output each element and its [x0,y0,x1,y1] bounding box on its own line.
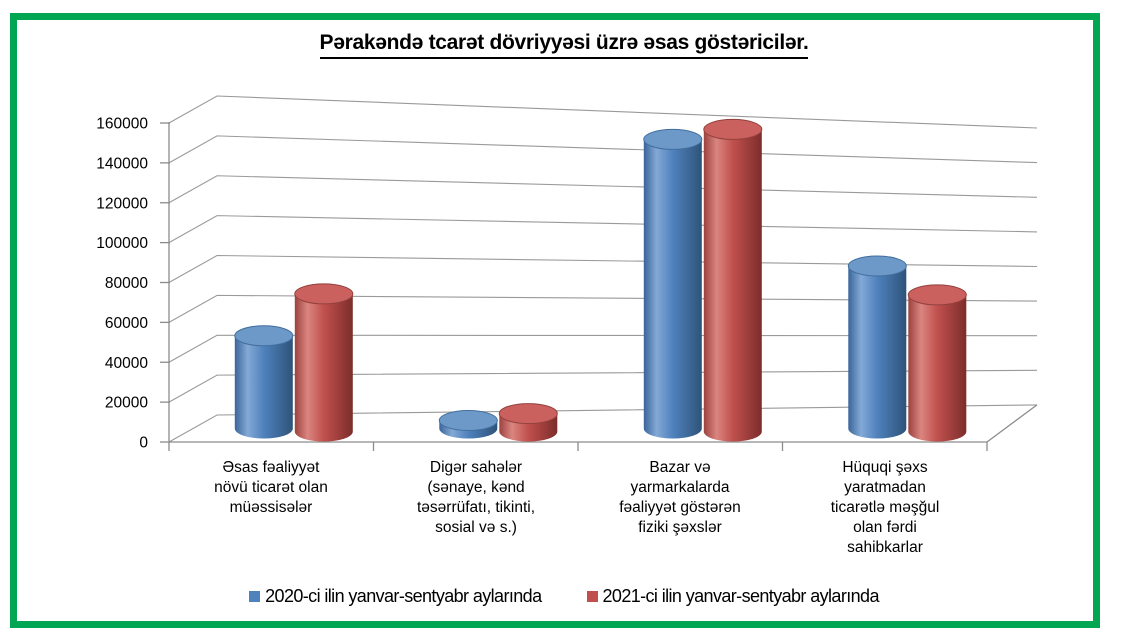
y-axis-label: 140000 [96,155,148,172]
bar-2020-cat1-body [234,335,293,439]
legend-item-2020: 2020-ci ilin yanvar-sentyabr aylarında [249,586,542,607]
gridline [168,334,1038,363]
chart-title: Pərakəndə tcarət dövriyyəsi üzrə əsas gö… [0,31,1128,59]
bar-2020-cat2-top [438,410,498,431]
y-axis-label: 40000 [105,355,148,372]
gridline [168,135,1038,164]
y-axis-label: 60000 [105,315,148,332]
gridline [168,369,1038,403]
category-label-2: Digər sahələr (sənaye, kənd təsərrüfatı,… [416,459,535,536]
bar-2021-cat2-top [498,403,558,425]
y-axis-label: 120000 [96,195,148,212]
gridline [168,294,1038,323]
bar-2020-cat1-top [234,325,294,347]
bar-2021-cat1-top [294,283,354,305]
category-label-1: Əsas fəaliyyət növü ticarət olan müəssis… [214,459,328,516]
gridline [168,254,1038,283]
bar-2020-cat3-top [643,128,703,150]
gridline [168,95,1038,129]
legend-label-2020: 2020-ci ilin yanvar-sentyabr aylarında [265,586,542,606]
y-axis-label: 100000 [96,235,148,252]
y-axis-label: 0 [139,435,148,452]
bar-2020-cat4-body [848,266,907,439]
category-label-4: Hüquqi şəxs yaratmadan ticarətlə məşğul … [830,459,940,556]
category-label-3: Bazar və yarmarkalarda fəaliyyət göstərə… [619,459,741,536]
chart-title-text: Pərakəndə tcarət dövriyyəsi üzrə əsas gö… [319,31,809,59]
legend-swatch-2020 [249,591,261,602]
legend: 2020-ci ilin yanvar-sentyabr aylarında 2… [0,586,1128,607]
bar-2021-cat4-top [907,284,967,306]
y-axis-label: 160000 [96,116,148,133]
gridline [168,215,1038,244]
bar-2020-cat4-top [847,255,907,277]
bar-2021-cat3-top [703,118,763,140]
bar-2021-cat1-body [294,293,353,442]
gridline [168,175,1038,204]
legend-swatch-2021 [586,591,598,602]
bar-2021-cat3-body [703,129,762,442]
floor-right-edge [986,404,1038,443]
gridline [168,404,1038,443]
legend-label-2021: 2021-ci ilin yanvar-sentyabr aylarında [602,586,880,606]
bar-2021-cat4-body [908,294,967,442]
y-axis-label: 80000 [105,275,148,292]
y-axis-label: 20000 [105,395,148,412]
bar-2020-cat3-body [643,139,702,439]
legend-item-2021: 2021-ci ilin yanvar-sentyabr aylarında [586,586,880,607]
